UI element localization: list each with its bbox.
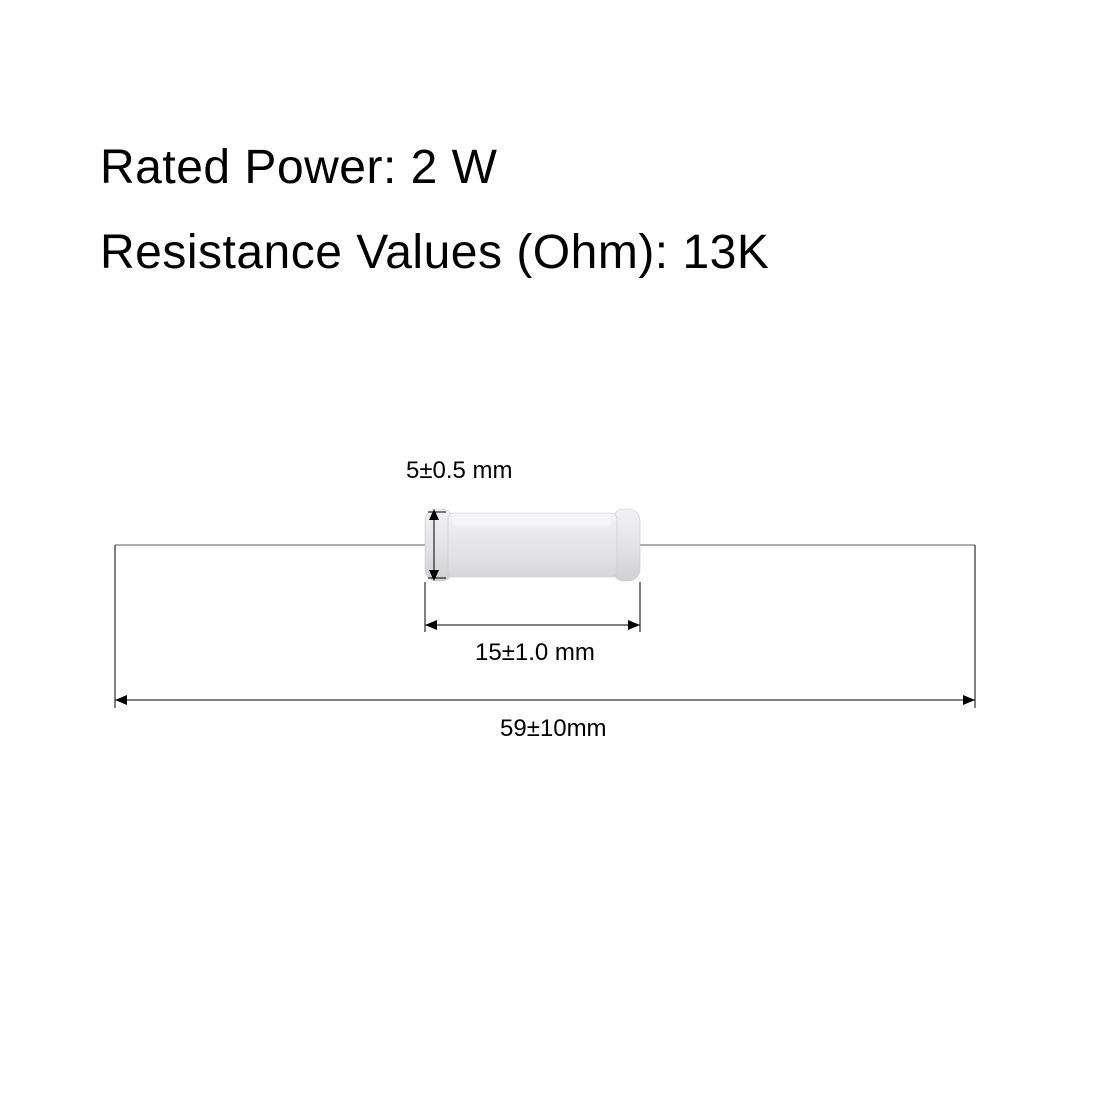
- dim-total-length-label: 59±10mm: [500, 715, 607, 742]
- resistor-dimension-diagram: 5±0.5 mm 15±1.0 mm 59±10mm: [0, 0, 1100, 1100]
- dim-body-length-label: 15±1.0 mm: [475, 639, 595, 666]
- page-root: Rated Power: 2 W Resistance Values (Ohm)…: [0, 0, 1100, 1100]
- dim-diameter-label: 5±0.5 mm: [406, 457, 513, 484]
- dim-body-length: 15±1.0 mm: [425, 582, 640, 666]
- resistor-body: [425, 509, 640, 581]
